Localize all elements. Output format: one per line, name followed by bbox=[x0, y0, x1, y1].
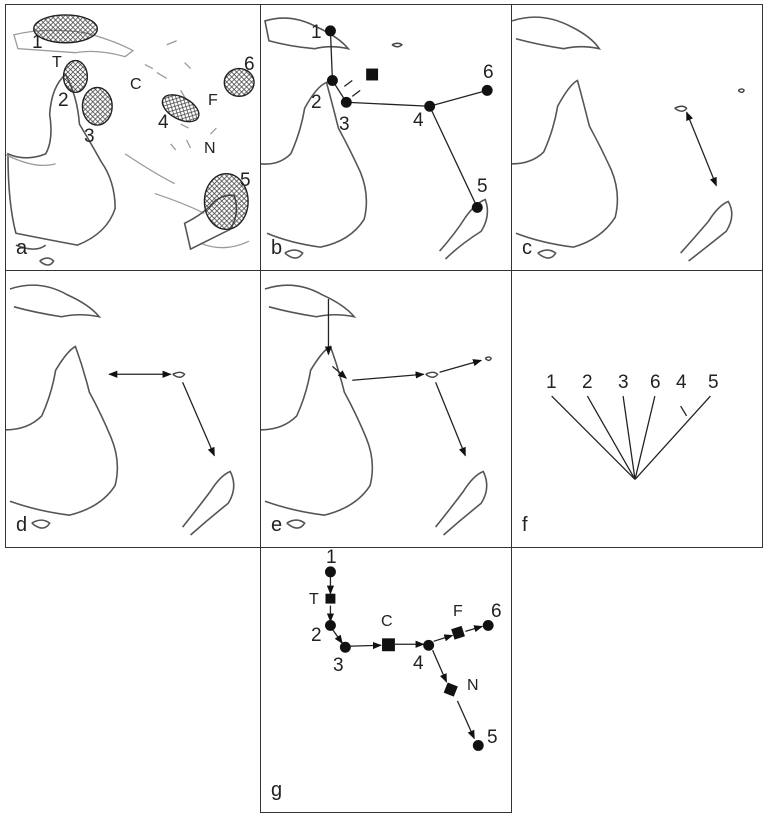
edge-4-f bbox=[433, 634, 454, 642]
dispersal-arrow-e2 bbox=[332, 365, 348, 379]
dispersal-arrow-c bbox=[686, 111, 717, 187]
dispersal-arrow-e5 bbox=[435, 381, 466, 457]
leaf-label-6: 6 bbox=[650, 372, 661, 393]
node-g-1 bbox=[324, 566, 336, 578]
area-2-hatch bbox=[62, 59, 89, 94]
node-g-4 bbox=[423, 639, 435, 651]
node-b-2 bbox=[326, 75, 338, 86]
network-g bbox=[324, 566, 494, 751]
edge-3-c bbox=[348, 641, 382, 650]
node-b-1 bbox=[324, 25, 336, 37]
barrier-label-f: F bbox=[208, 92, 218, 109]
panel-label-b: b bbox=[271, 237, 283, 259]
area-3-hatch bbox=[81, 86, 113, 126]
barrier-square-f bbox=[451, 625, 465, 640]
panel-c: c bbox=[511, 4, 763, 271]
node-g-5 bbox=[472, 740, 484, 751]
cladogram-f bbox=[551, 395, 711, 480]
panel-a: 1 2 3 4 5 6 T C F N a bbox=[5, 4, 261, 271]
area-label-5: 5 bbox=[240, 170, 251, 191]
area-label-6: 6 bbox=[244, 54, 255, 75]
barrier-square-n bbox=[443, 682, 458, 697]
panel-g: 1 2 3 4 5 6 T C F N g bbox=[260, 547, 512, 813]
node-g-3 bbox=[339, 641, 351, 653]
map-b bbox=[261, 17, 493, 260]
node-b-4 bbox=[424, 100, 436, 112]
panel-label-e: e bbox=[271, 514, 283, 536]
map-d bbox=[6, 284, 235, 536]
edge-4-n bbox=[432, 649, 448, 683]
barrier-arrows-b bbox=[343, 79, 361, 97]
leaf-label-1: 1 bbox=[546, 372, 557, 393]
dispersal-arrow-e3 bbox=[352, 371, 425, 381]
panel-label-a: a bbox=[16, 237, 28, 259]
barrier-label-g-f: F bbox=[453, 603, 463, 620]
map-a bbox=[6, 14, 255, 266]
node-label-b-3: 3 bbox=[339, 114, 350, 135]
area-label-2: 2 bbox=[58, 90, 69, 111]
node-label-g-6: 6 bbox=[491, 601, 502, 622]
node-g-6 bbox=[482, 619, 494, 631]
area-4-hatch bbox=[161, 94, 200, 123]
node-label-b-4: 4 bbox=[413, 110, 424, 131]
panel-b: 1 2 3 4 5 6 b bbox=[260, 4, 512, 271]
node-label-g-1: 1 bbox=[326, 547, 337, 568]
barrier-label-c: C bbox=[130, 76, 142, 93]
map-e bbox=[261, 284, 492, 536]
barrier-label-g-n: N bbox=[467, 677, 479, 694]
edge-f-6 bbox=[465, 625, 484, 633]
leaf-label-2: 2 bbox=[582, 372, 593, 393]
area-5-hatch bbox=[203, 173, 249, 230]
node-label-b-5: 5 bbox=[477, 176, 488, 197]
edge-n-5 bbox=[456, 700, 475, 740]
barrier-square-t bbox=[325, 593, 336, 604]
panel-label-d: d bbox=[16, 514, 28, 536]
panel-d: d bbox=[5, 270, 261, 548]
node-b-3 bbox=[340, 96, 352, 108]
panel-e: e bbox=[260, 270, 512, 548]
node-label-g-5: 5 bbox=[487, 727, 498, 748]
barrier-label-g-t: T bbox=[309, 591, 319, 608]
leaf-label-3: 3 bbox=[618, 372, 629, 393]
panel-f: 1 2 3 6 4 5 f bbox=[511, 270, 763, 548]
panel-label-f: f bbox=[522, 514, 528, 536]
node-label-b-1: 1 bbox=[311, 22, 322, 43]
area-6-hatch bbox=[223, 67, 255, 98]
leaf-label-5: 5 bbox=[708, 372, 719, 393]
edge-2-3 bbox=[331, 629, 343, 645]
panel-label-g: g bbox=[271, 779, 283, 801]
node-g-2 bbox=[324, 619, 336, 631]
barrier-square-c bbox=[382, 638, 395, 652]
node-label-g-4: 4 bbox=[413, 653, 424, 674]
area-1-hatch bbox=[33, 14, 98, 44]
node-label-g-3: 3 bbox=[333, 655, 344, 676]
area-label-3: 3 bbox=[84, 126, 95, 147]
dispersal-arrow-e4 bbox=[439, 359, 483, 373]
node-label-b-2: 2 bbox=[311, 92, 322, 113]
panel-label-c: c bbox=[522, 237, 532, 259]
map-c bbox=[512, 16, 745, 262]
node-label-g-2: 2 bbox=[311, 625, 322, 646]
node-label-b-6: 6 bbox=[483, 62, 494, 83]
leaf-label-4: 4 bbox=[676, 372, 687, 393]
route-lines-b bbox=[329, 30, 488, 208]
area-label-1: 1 bbox=[32, 32, 43, 53]
barrier-label-t: T bbox=[52, 54, 62, 71]
cladogram-branches bbox=[551, 395, 711, 480]
node-b-6 bbox=[481, 84, 493, 96]
dispersal-arrow-d2 bbox=[182, 381, 215, 457]
barrier-square-b bbox=[366, 68, 379, 81]
node-b-5 bbox=[471, 201, 483, 213]
barrier-label-n: N bbox=[204, 140, 216, 157]
area-label-4: 4 bbox=[158, 112, 169, 133]
barrier-label-g-c: C bbox=[381, 613, 393, 630]
